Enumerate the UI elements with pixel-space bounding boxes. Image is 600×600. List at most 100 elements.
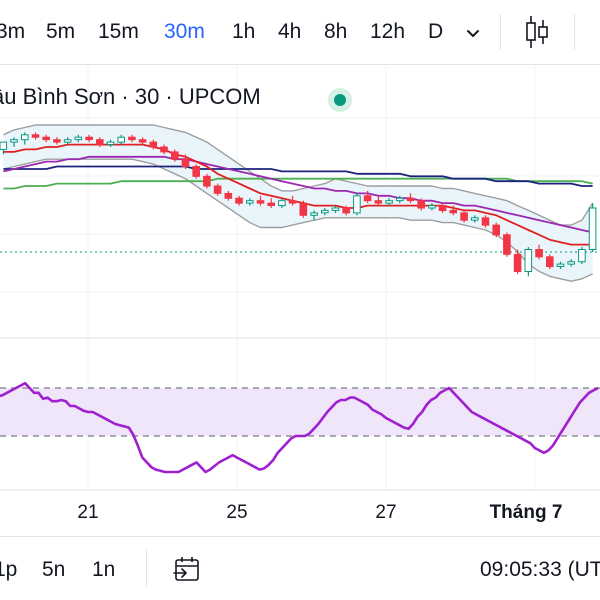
candle [235,195,243,206]
candle [321,208,329,216]
bottom-divider [146,550,147,586]
interval-5m[interactable]: 5m [46,20,76,43]
candle-body [481,217,490,226]
candle-body [267,202,275,207]
candle-body [256,200,265,204]
x-tick-label: 25 [226,502,248,523]
interval-4h[interactable]: 4h [278,20,302,43]
range-1n[interactable]: 1n [92,558,116,581]
candle-body [31,134,40,138]
candle-body [235,197,243,204]
candle [138,137,147,145]
candle-body [106,141,115,146]
rsi-line [0,381,599,474]
interval-3m[interactable]: 3m [0,20,26,43]
bottom-toolbar: 1p 5n 1n 09:05:33 (UT [0,536,600,600]
chart-canvas[interactable] [0,0,600,536]
interval-8h[interactable]: 8h [324,20,348,43]
sma-blue-line [3,165,593,187]
candle-body [53,139,61,143]
candle [53,137,61,145]
candle-body [524,249,533,272]
candle-body [492,224,500,236]
interval-1h[interactable]: 1h [232,20,256,43]
candle-body [342,207,350,214]
candle-body [138,139,147,143]
candle [149,139,158,150]
calendar-arrow-icon[interactable] [172,554,202,584]
candle [31,132,40,140]
candle-body [385,200,393,204]
candle-body [203,175,211,187]
candle [578,247,586,265]
candle-body [160,146,168,153]
candle-body [546,256,554,268]
candle [299,200,308,218]
candle-body [224,192,233,199]
candle-body [535,249,543,258]
candle [363,190,372,204]
candle [567,259,576,267]
range-5n[interactable]: 5n [42,558,66,581]
candle-body [0,141,8,150]
symbol-legend[interactable]: âu Bình Sơn · 30 · UPCOM [0,84,261,109]
interval-15m[interactable]: 15m [98,20,139,43]
clock-readout[interactable]: 09:05:33 (UT [480,558,600,581]
candle [396,195,404,204]
candle-body [171,151,179,160]
candle [96,137,104,147]
chevron-down-icon[interactable] [462,22,484,44]
candle [117,134,126,145]
candle-body [117,136,126,143]
candle [374,195,383,206]
candle [417,198,425,211]
candlestick-icon[interactable] [524,14,550,50]
candle-body [74,136,83,141]
candle [428,203,436,211]
candle-body [353,195,361,214]
candle [246,198,254,206]
candle [213,183,222,196]
toolbar-divider-2 [574,14,575,50]
sma-green-line [3,177,593,190]
candle [342,205,350,216]
range-1p[interactable]: 1p [0,558,18,581]
candle [588,203,597,252]
candle [106,139,115,147]
candle [471,215,479,223]
candle-body [438,205,447,212]
candle-body [588,207,597,250]
candle [278,198,286,208]
candle-body [96,139,104,146]
candle-body [513,253,522,272]
candle [288,195,297,206]
candle [535,244,543,260]
candle-body [578,249,586,263]
candle [160,144,168,155]
interval-12h[interactable]: 12h [370,20,406,43]
candle [0,141,8,155]
candle [85,134,93,143]
candle-body [428,205,436,209]
candle [481,215,490,228]
candle-body [128,136,136,141]
candle-body [181,158,190,167]
candle [181,154,190,169]
candle-body [85,136,93,141]
toolbar-divider [500,14,501,50]
interval-30m[interactable]: 30m [164,20,205,43]
candle [192,164,200,179]
market-status-dot[interactable] [328,88,352,112]
candle-body [460,212,468,221]
candle-body [471,217,479,221]
candle [74,134,83,143]
interval-d[interactable]: D [428,20,444,43]
candle [492,222,500,238]
bottom-toolbar-border [0,536,600,537]
x-tick-label: 21 [77,502,99,523]
candle [556,261,565,269]
candle [203,173,211,189]
candle [353,193,361,216]
candle-body [288,200,297,204]
candle [42,134,51,143]
